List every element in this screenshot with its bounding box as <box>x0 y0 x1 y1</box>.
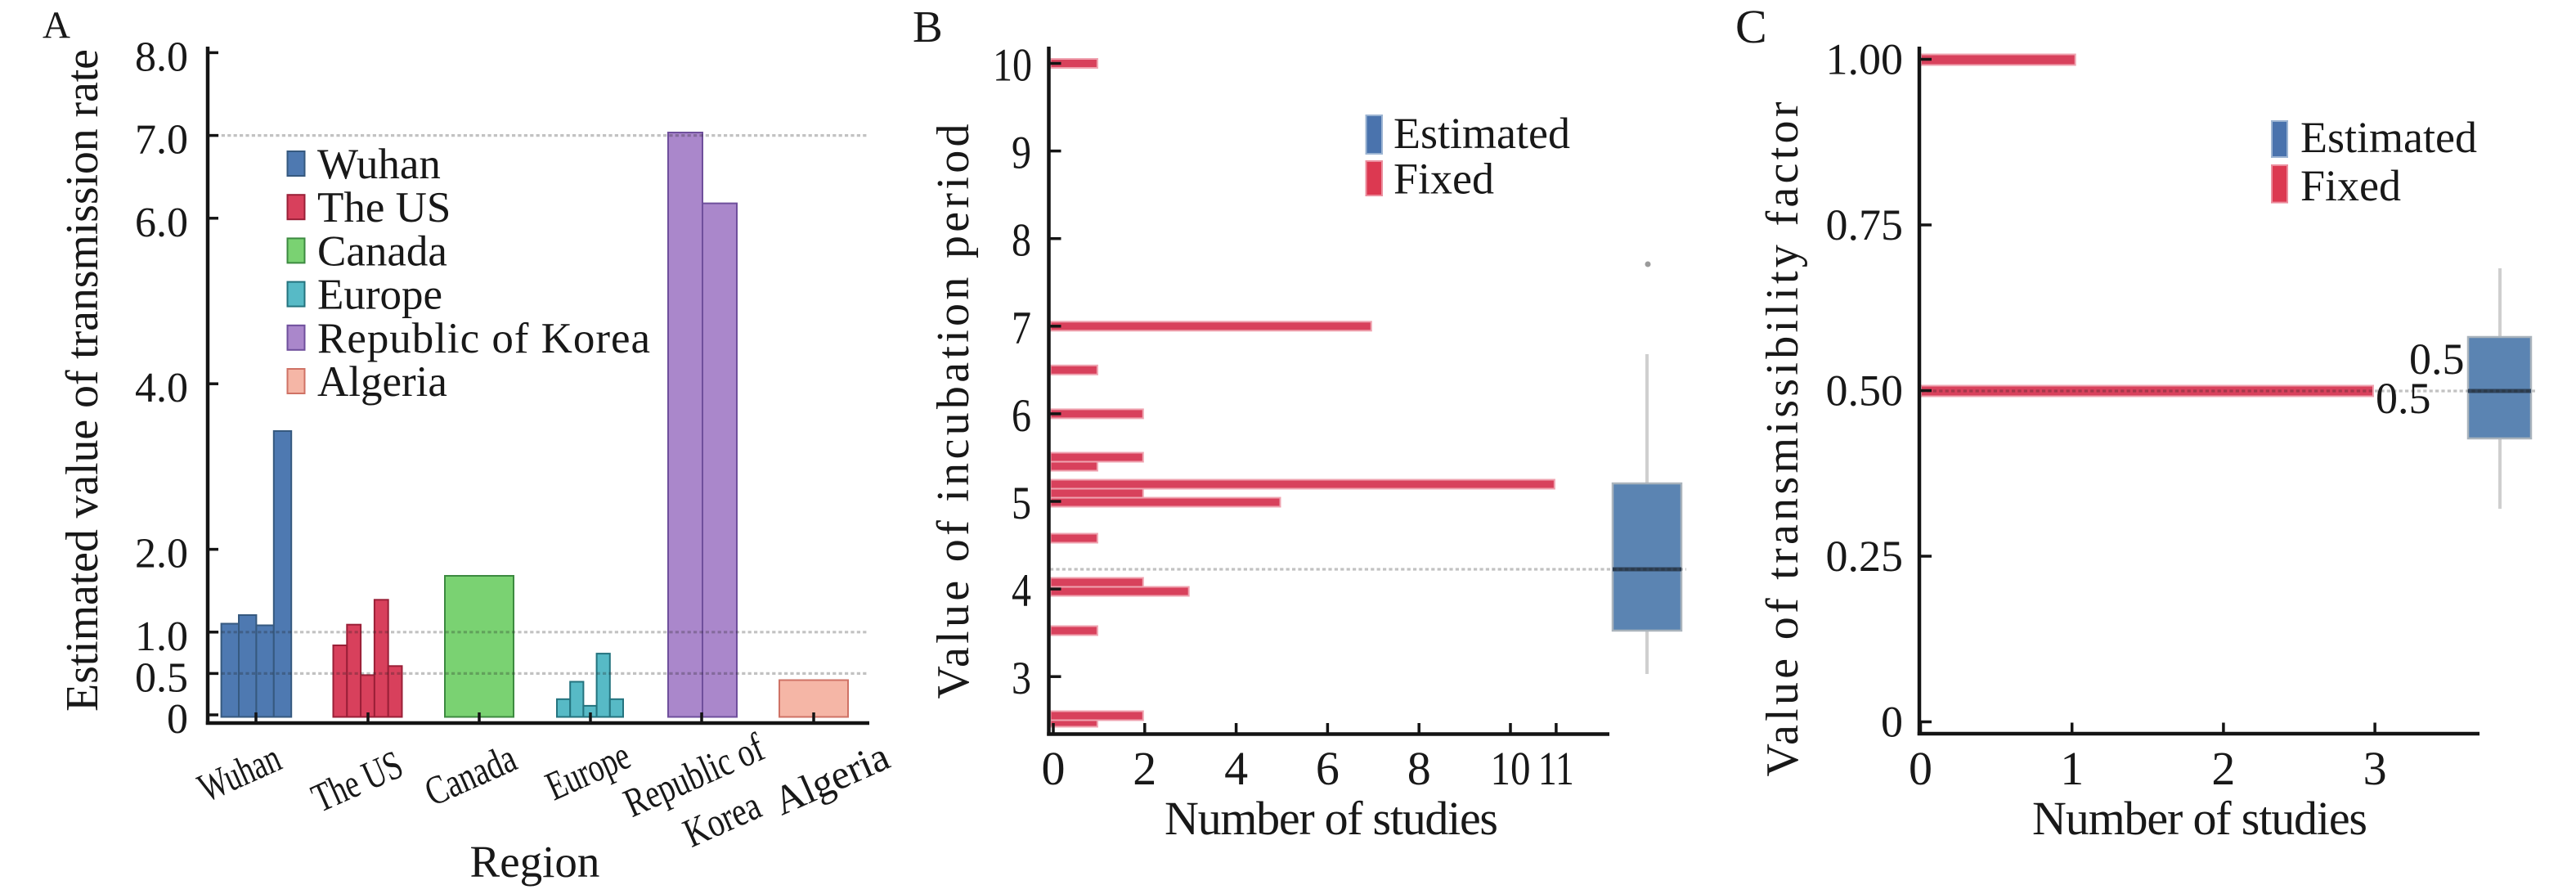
svg-text:4: 4 <box>1224 742 1248 795</box>
svg-text:6: 6 <box>1316 742 1340 795</box>
svg-text:6.0: 6.0 <box>135 200 188 246</box>
svg-text:1.0: 1.0 <box>135 613 188 660</box>
svg-text:6: 6 <box>1012 390 1031 442</box>
svg-text:11: 11 <box>1538 742 1574 795</box>
svg-text:The US: The US <box>317 184 451 231</box>
svg-text:Algeria: Algeria <box>317 358 447 406</box>
svg-text:Value of transmissibility fact: Value of transmissibility factor <box>1757 101 1808 776</box>
svg-text:Fixed: Fixed <box>1393 155 1494 204</box>
svg-text:0.5: 0.5 <box>135 654 188 701</box>
svg-text:10: 10 <box>993 39 1032 91</box>
svg-text:8: 8 <box>1407 742 1431 795</box>
svg-text:Canada: Canada <box>317 227 447 275</box>
svg-text:C: C <box>1735 0 1767 53</box>
svg-text:3: 3 <box>1012 653 1031 704</box>
svg-text:Fixed: Fixed <box>2300 161 2401 210</box>
svg-text:1: 1 <box>2060 742 2084 795</box>
svg-text:Estimated value of transmissio: Estimated value of transmission rate <box>57 49 108 712</box>
svg-text:5: 5 <box>1012 478 1031 529</box>
svg-text:7: 7 <box>1012 303 1031 354</box>
svg-text:0.5: 0.5 <box>2376 374 2431 423</box>
svg-text:7.0: 7.0 <box>135 117 188 164</box>
svg-text:Europe: Europe <box>317 272 442 319</box>
svg-text:2: 2 <box>1133 742 1156 795</box>
svg-text:A: A <box>43 4 70 47</box>
svg-text:0: 0 <box>1909 742 1932 795</box>
svg-text:Number of studies: Number of studies <box>1165 792 1498 845</box>
svg-text:4: 4 <box>1012 565 1031 617</box>
svg-text:0.50: 0.50 <box>1826 366 1904 415</box>
svg-text:10: 10 <box>1491 742 1531 795</box>
svg-text:3: 3 <box>2363 742 2387 795</box>
svg-text:8.0: 8.0 <box>135 34 188 80</box>
svg-text:0.5: 0.5 <box>2409 335 2465 384</box>
svg-text:Number of studies: Number of studies <box>2032 792 2367 845</box>
svg-text:0.75: 0.75 <box>1826 200 1904 249</box>
svg-text:Estimated: Estimated <box>2300 113 2477 162</box>
svg-text:4.0: 4.0 <box>135 365 188 411</box>
svg-text:8: 8 <box>1012 215 1031 267</box>
svg-text:Estimated: Estimated <box>1393 109 1570 158</box>
svg-text:0: 0 <box>167 696 188 743</box>
svg-text:0: 0 <box>1042 742 1066 795</box>
svg-text:9: 9 <box>1012 128 1031 179</box>
svg-text:B: B <box>913 2 943 52</box>
svg-text:1.00: 1.00 <box>1826 34 1904 83</box>
svg-text:2.0: 2.0 <box>135 531 188 577</box>
svg-text:0: 0 <box>1881 697 1903 746</box>
svg-text:Wuhan: Wuhan <box>317 141 441 188</box>
svg-text:Republic of Korea: Republic of Korea <box>317 315 650 362</box>
svg-text:Region: Region <box>470 837 600 887</box>
svg-text:0.25: 0.25 <box>1826 532 1904 581</box>
svg-text:2: 2 <box>2211 742 2235 795</box>
